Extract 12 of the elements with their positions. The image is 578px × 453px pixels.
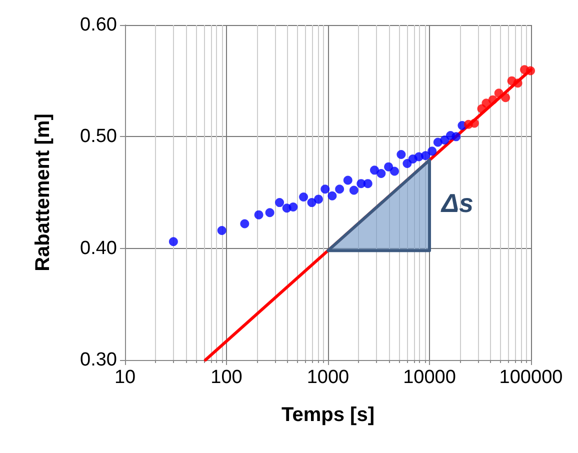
x-tick-label: 100	[210, 367, 242, 388]
x-tick-label: 1000	[306, 367, 350, 388]
y-tick-label: 0.40	[80, 238, 117, 259]
y-tick-label: 0.30	[80, 350, 117, 370]
y-axis-title: Rabattement [m]	[32, 114, 54, 272]
x-tick-label: 10000	[403, 367, 456, 388]
x-axis-title: Temps [s]	[282, 404, 374, 426]
y-tick-label: 0.60	[80, 14, 117, 36]
annotation: Δs	[440, 188, 474, 218]
x-tick-label: 10	[114, 367, 136, 388]
x-tick-label: 100000	[499, 367, 563, 388]
y-tick-label: 0.50	[80, 126, 117, 148]
